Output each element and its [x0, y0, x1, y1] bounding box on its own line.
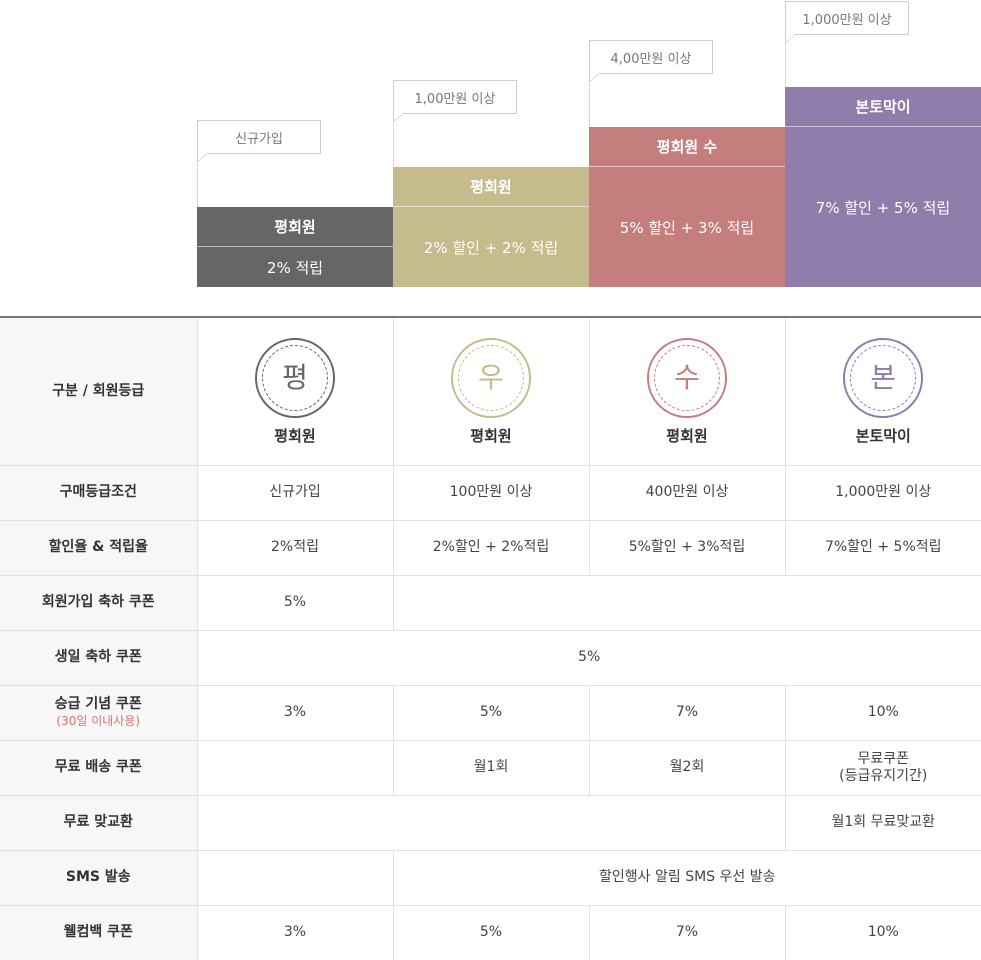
table-cell: 10% — [784, 905, 981, 960]
bubble-text: 1,00만원 이상 — [414, 91, 496, 107]
badge-char: 본 — [850, 344, 917, 411]
row-label: 승급 기념 쿠폰 (30일 이내사용) — [0, 685, 197, 741]
grade-name: 평회원 — [666, 426, 708, 445]
table-row: 회원가입 축하 쿠폰 5% — [0, 575, 981, 631]
stair-step-3: 평회원 수 5% 할인 + 3% 적립 — [589, 127, 785, 287]
table-cell: 2%할인 + 2%적립 — [392, 520, 589, 576]
table-cell: 1,000만원 이상 — [784, 465, 981, 521]
table-cell: 신규가입 — [196, 465, 393, 521]
table-cell: 400만원 이상 — [588, 465, 785, 521]
stair-header: 평회원 — [197, 207, 393, 247]
table-cell: 7%할인 + 5%적립 — [784, 520, 981, 576]
table-row: 무료 맞교환 월1회 무료맞교환 — [0, 795, 981, 851]
cell-line: (등급유지기간) — [839, 767, 928, 784]
condition-bubble-4: 1,000만원 이상 — [785, 1, 909, 44]
corner-label: 구분 / 회원등급 — [0, 317, 197, 466]
table-cell-empty — [196, 850, 393, 906]
stair-step-2: 평회원 2% 할인 + 2% 적립 — [393, 167, 589, 287]
table-row: 구매등급조건 신규가입 100만원 이상 400만원 이상 1,000만원 이상 — [0, 465, 981, 521]
row-label: 무료 맞교환 — [0, 795, 197, 851]
stair-step-1: 평회원 2% 적립 — [197, 207, 393, 287]
grade-badge-icon: 평 — [255, 337, 335, 418]
table-row: 웰컴백 쿠폰 3% 5% 7% 10% — [0, 905, 981, 960]
table-row: 무료 배송 쿠폰 월1회 월2회 무료쿠폰 (등급유지기간) — [0, 740, 981, 796]
table-cell: 3% — [196, 905, 393, 960]
stair-benefit: 2% 적립 — [266, 258, 324, 277]
table-cell: 무료쿠폰 (등급유지기간) — [784, 740, 981, 796]
table-cell: 5% — [392, 685, 589, 741]
stair-header: 평회원 수 — [589, 127, 785, 167]
table-cell: 할인행사 알림 SMS 우선 발송 — [392, 850, 981, 906]
membership-benefits-table: 구분 / 회원등급 평 평회원 우 평회원 수 평회원 — [0, 316, 981, 960]
table-row: 승급 기념 쿠폰 (30일 이내사용) 3% 5% 7% 10% — [0, 685, 981, 741]
table-cell: 3% — [196, 685, 393, 741]
row-sublabel: (30일 이내사용) — [56, 713, 141, 728]
badge-char: 수 — [654, 344, 720, 411]
grade-badge-icon: 수 — [647, 337, 727, 418]
bubble-text: 1,000만원 이상 — [802, 12, 892, 28]
guide-line-1 — [197, 155, 198, 207]
row-label: 웰컴백 쿠폰 — [0, 905, 197, 960]
stair-benefit: 5% 할인 + 3% 적립 — [619, 218, 755, 237]
cell-line: 무료쿠폰 — [857, 750, 910, 767]
table-cell: 5%할인 + 3%적립 — [588, 520, 785, 576]
badge-char: 우 — [458, 344, 524, 411]
stair-header: 본토막이 — [785, 87, 981, 127]
bubble-text: 4,00만원 이상 — [610, 51, 692, 67]
table-cell: 월1회 — [392, 740, 589, 796]
grade-header-row: 구분 / 회원등급 평 평회원 우 평회원 수 평회원 — [0, 317, 981, 466]
badge-char: 평 — [262, 344, 328, 411]
table-row: 할인율 & 적립율 2%적립 2%할인 + 2%적립 5%할인 + 3%적립 7… — [0, 520, 981, 576]
row-label: 할인율 & 적립율 — [0, 520, 197, 576]
table-cell-empty — [196, 740, 393, 796]
guide-line-3 — [589, 75, 590, 127]
condition-bubble-2: 1,00만원 이상 — [393, 80, 517, 123]
bubble-text: 신규가입 — [235, 131, 283, 147]
table-cell-empty — [392, 575, 981, 631]
row-label: 구매등급조건 — [0, 465, 197, 521]
grade-column-1: 평 평회원 — [196, 317, 393, 466]
stair-header: 평회원 — [393, 167, 589, 207]
table-cell: 5% — [196, 575, 393, 631]
table-cell: 5% — [392, 905, 589, 960]
condition-bubble-1: 신규가입 — [197, 120, 321, 163]
guide-line-4 — [785, 35, 786, 87]
table-cell-empty — [196, 795, 785, 851]
table-cell: 10% — [784, 685, 981, 741]
grade-name: 평회원 — [470, 426, 512, 445]
table-cell: 2%적립 — [196, 520, 393, 576]
table-cell: 5% — [196, 630, 981, 686]
table-row: SMS 발송 할인행사 알림 SMS 우선 발송 — [0, 850, 981, 906]
guide-line-2 — [393, 115, 394, 167]
condition-bubble-3: 4,00만원 이상 — [589, 40, 713, 83]
grade-column-2: 우 평회원 — [392, 317, 589, 466]
row-label: SMS 발송 — [0, 850, 197, 906]
table-cell: 7% — [588, 905, 785, 960]
grade-badge-icon: 본 — [843, 337, 924, 418]
row-label-text: 승급 기념 쿠폰 — [54, 695, 142, 712]
row-label: 회원가입 축하 쿠폰 — [0, 575, 197, 631]
grade-badge-icon: 우 — [451, 337, 531, 418]
table-cell: 월2회 — [588, 740, 785, 796]
table-cell: 7% — [588, 685, 785, 741]
stair-benefit: 7% 할인 + 5% 적립 — [815, 198, 951, 217]
grade-column-4: 본 본토막이 — [784, 317, 981, 466]
table-row: 생일 축하 쿠폰 5% — [0, 630, 981, 686]
stair-step-4: 본토막이 7% 할인 + 5% 적립 — [785, 87, 981, 287]
grade-column-3: 수 평회원 — [588, 317, 785, 466]
grade-name: 본토막이 — [855, 426, 911, 445]
row-label: 무료 배송 쿠폰 — [0, 740, 197, 796]
table-cell: 월1회 무료맞교환 — [784, 795, 981, 851]
row-label: 생일 축하 쿠폰 — [0, 630, 197, 686]
grade-name: 평회원 — [274, 426, 316, 445]
stair-benefit: 2% 할인 + 2% 적립 — [423, 238, 559, 257]
table-cell: 100만원 이상 — [392, 465, 589, 521]
